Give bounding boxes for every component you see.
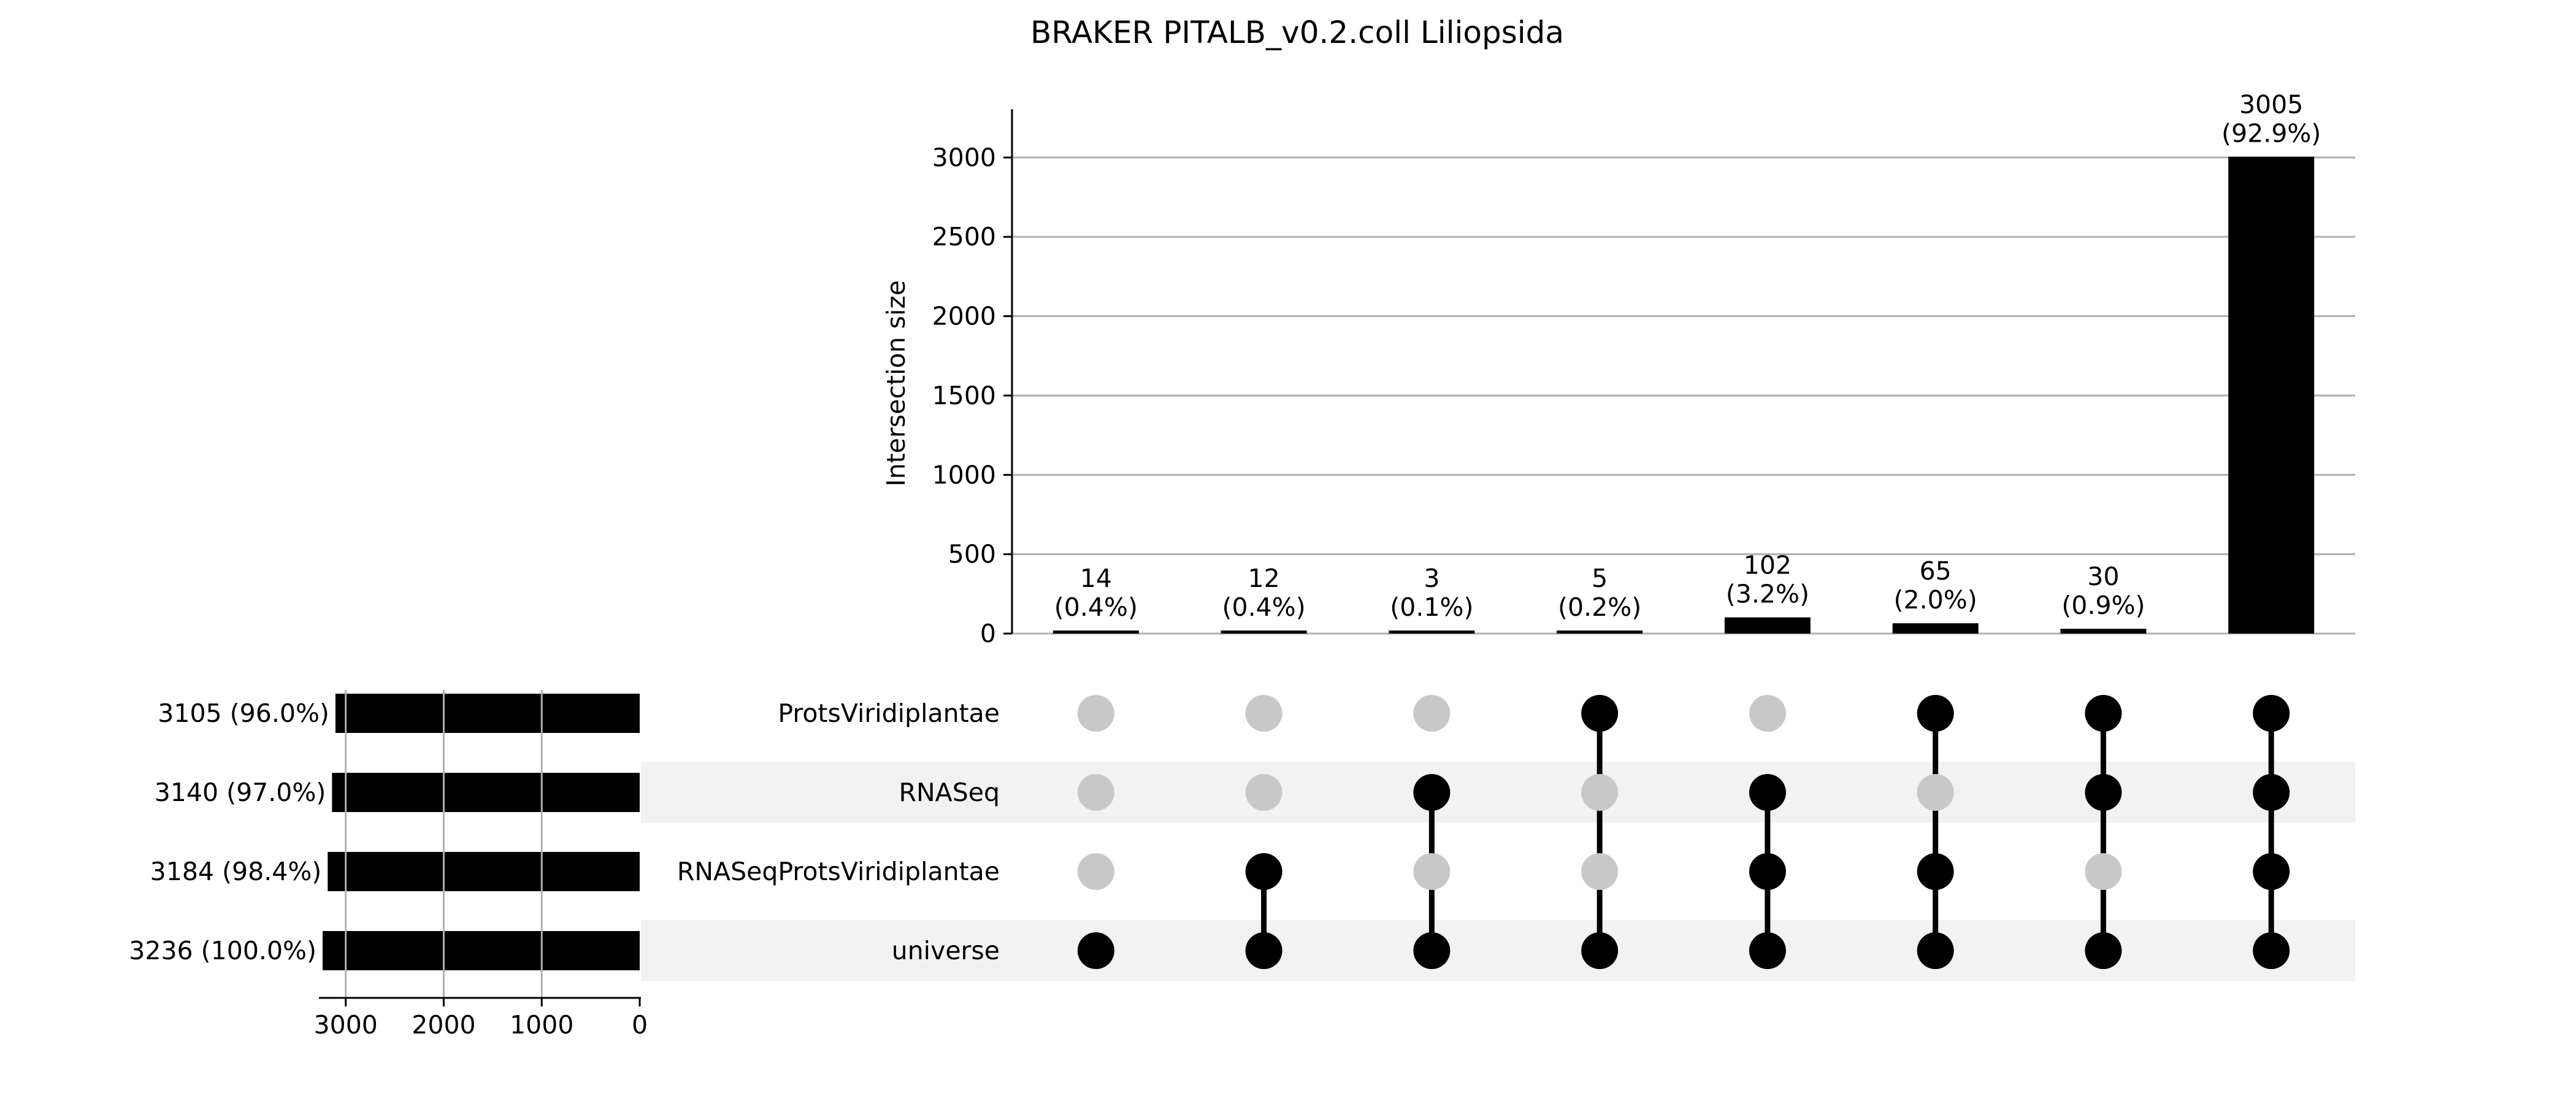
intersection-count-label: 5 (1592, 564, 1608, 593)
intersection-bar (1389, 631, 1475, 634)
intersection-count-label: 12 (1248, 564, 1280, 593)
intersection-percent-label: (0.4%) (1054, 592, 1138, 622)
intersection-percent-label: (3.2%) (1726, 580, 1809, 609)
intersection-percent-label: (92.9%) (2221, 119, 2321, 148)
y-tick-label: 1000 (932, 460, 996, 489)
intersection-bar (1892, 623, 1979, 634)
set-size-label: 3236 (100.0%) (129, 936, 316, 965)
intersection-percent-label: (2.0%) (1894, 585, 1977, 615)
matrix-row-stripes (641, 762, 2355, 981)
matrix-dot-active (2085, 932, 2122, 969)
intersection-bar (2060, 629, 2147, 634)
matrix-dot-inactive (1077, 774, 1114, 811)
set-size-tick-label: 1000 (510, 1010, 573, 1040)
set-size-tick-label: 2000 (412, 1010, 475, 1040)
set-size-bar (328, 852, 640, 891)
intersection-count-label: 3 (1424, 564, 1439, 593)
set-size-label: 3105 (96.0%) (158, 699, 329, 728)
set-size-tick-label: 0 (632, 1010, 648, 1040)
set-size-bar (323, 931, 640, 970)
intersection-percent-label: (0.1%) (1390, 592, 1473, 622)
intersection-bar (1724, 617, 1811, 634)
y-tick-label: 0 (980, 619, 996, 648)
intersection-bar (1221, 631, 1307, 634)
intersection-count-label: 102 (1744, 551, 1792, 580)
matrix-dot-active (1917, 695, 1954, 732)
matrix-dot-active (1413, 932, 1451, 969)
set-name-label: RNASeqProtsViridiplantae (677, 857, 1000, 886)
set-size-bar (335, 694, 640, 733)
matrix-dot-active (2085, 774, 2122, 811)
matrix-stripe-universe (641, 920, 2355, 981)
set-size-tick-label: 3000 (314, 1010, 378, 1040)
matrix-dot-active (1413, 774, 1451, 811)
matrix-dot-active (1749, 853, 1786, 890)
matrix-dot-active (1917, 853, 1954, 890)
y-tick-label: 2000 (932, 302, 996, 331)
matrix-dot-inactive (1245, 695, 1282, 732)
matrix-dot-active (1581, 695, 1619, 732)
matrix-dot-active (1245, 853, 1282, 890)
set-size-label: 3140 (97.0%) (155, 778, 326, 807)
set-name-label: RNASeq (899, 778, 1000, 807)
intersection-bar (1052, 631, 1139, 634)
matrix-dot-inactive (1749, 695, 1786, 732)
matrix-dot-active (2253, 695, 2290, 732)
intersection-count-label: 30 (2087, 562, 2119, 591)
y-tick-label: 2500 (932, 222, 996, 251)
intersection-percent-label: (0.2%) (1558, 592, 1641, 622)
membership-matrix: ProtsViridiplantae RNASeq RNASeqProtsVirid… (677, 695, 2290, 969)
set-size-bar (332, 773, 640, 812)
matrix-dot-active (1581, 932, 1619, 969)
matrix-dot-active (2253, 932, 2290, 969)
matrix-dot-inactive (2085, 853, 2122, 890)
chart-title: BRAKER PITALB_v0.2.coll Liliopsida (1030, 15, 1564, 50)
matrix-dot-inactive (1245, 774, 1282, 811)
axes: 0 500 1000 1500 2000 2500 3000 (932, 109, 1013, 648)
matrix-dot-inactive (1917, 774, 1954, 811)
set-name-label: universe (892, 936, 1000, 965)
y-axis-title: Intersection size (881, 280, 911, 486)
gridlines (1012, 156, 2355, 635)
y-tick-label: 3000 (932, 143, 996, 172)
matrix-dot-active (1749, 774, 1786, 811)
intersection-count-label: 65 (1920, 556, 1952, 586)
matrix-dot-inactive (1413, 853, 1451, 890)
set-size-bars: 3105 (96.0%) 3140 (97.0%) 3184 (98.4%) 3236… (129, 690, 648, 1040)
matrix-dot-active (2253, 853, 2290, 890)
matrix-dot-active (2253, 774, 2290, 811)
intersection-bars (1052, 156, 2315, 634)
y-tick-label: 500 (948, 540, 996, 569)
matrix-dot-inactive (1077, 695, 1114, 732)
intersection-count-label: 3005 (2239, 90, 2303, 120)
matrix-dot-inactive (1413, 695, 1451, 732)
matrix-dot-active (1749, 932, 1786, 969)
intersection-bar-labels: 14(0.4%)12(0.4%)3(0.1%)5(0.2%)102(3.2%)6… (1054, 90, 2321, 622)
matrix-dot-inactive (1077, 853, 1114, 890)
matrix-dot-inactive (1581, 853, 1619, 890)
matrix-dot-active (1245, 932, 1282, 969)
set-name-label: ProtsViridiplantae (778, 699, 1000, 728)
matrix-dot-inactive (1581, 774, 1619, 811)
intersection-bar (1557, 631, 1643, 634)
matrix-stripe-RNASeq (641, 762, 2355, 823)
intersection-count-label: 14 (1080, 564, 1112, 593)
matrix-dot-active (1917, 932, 1954, 969)
set-size-label: 3184 (98.4%) (150, 857, 322, 886)
matrix-dot-active (1077, 932, 1114, 969)
intersection-percent-label: (0.4%) (1222, 592, 1306, 622)
intersection-bar (2228, 156, 2315, 634)
y-tick-label: 1500 (932, 381, 996, 410)
intersection-percent-label: (0.9%) (2061, 591, 2145, 620)
matrix-dot-active (2085, 695, 2122, 732)
